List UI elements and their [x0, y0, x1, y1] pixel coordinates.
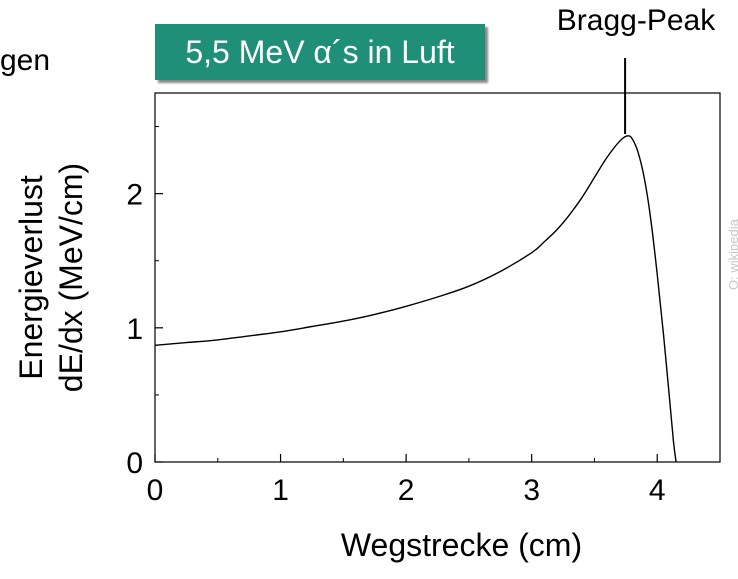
y-axis-ticks: 0 1 2: [126, 126, 163, 480]
x-axis-ticks: 0 1 2 3 4: [147, 454, 666, 507]
y-tick-label: 2: [126, 179, 143, 212]
bragg-peak-label: Bragg-Peak: [557, 4, 716, 37]
cropped-text-fragment: gen: [0, 44, 51, 77]
x-tick-label: 2: [398, 474, 415, 507]
energy-loss-curve: [154, 135, 677, 463]
x-tick-label: 4: [649, 474, 666, 507]
x-tick-label: 3: [523, 474, 540, 507]
x-tick-label: 0: [147, 474, 164, 507]
x-axis-label: Wegstrecke (cm): [341, 527, 582, 563]
y-axis-label-line2: dE/dx (MeV/cm): [53, 163, 89, 392]
y-axis-label-line1: Energieverlust: [13, 175, 49, 380]
chart-title-box: 5,5 MeV α´s in Luft: [155, 24, 485, 80]
y-tick-label: 1: [126, 313, 143, 346]
plot-area-frame: [154, 92, 721, 463]
y-tick-label: 0: [126, 447, 143, 480]
x-tick-label: 1: [272, 474, 289, 507]
